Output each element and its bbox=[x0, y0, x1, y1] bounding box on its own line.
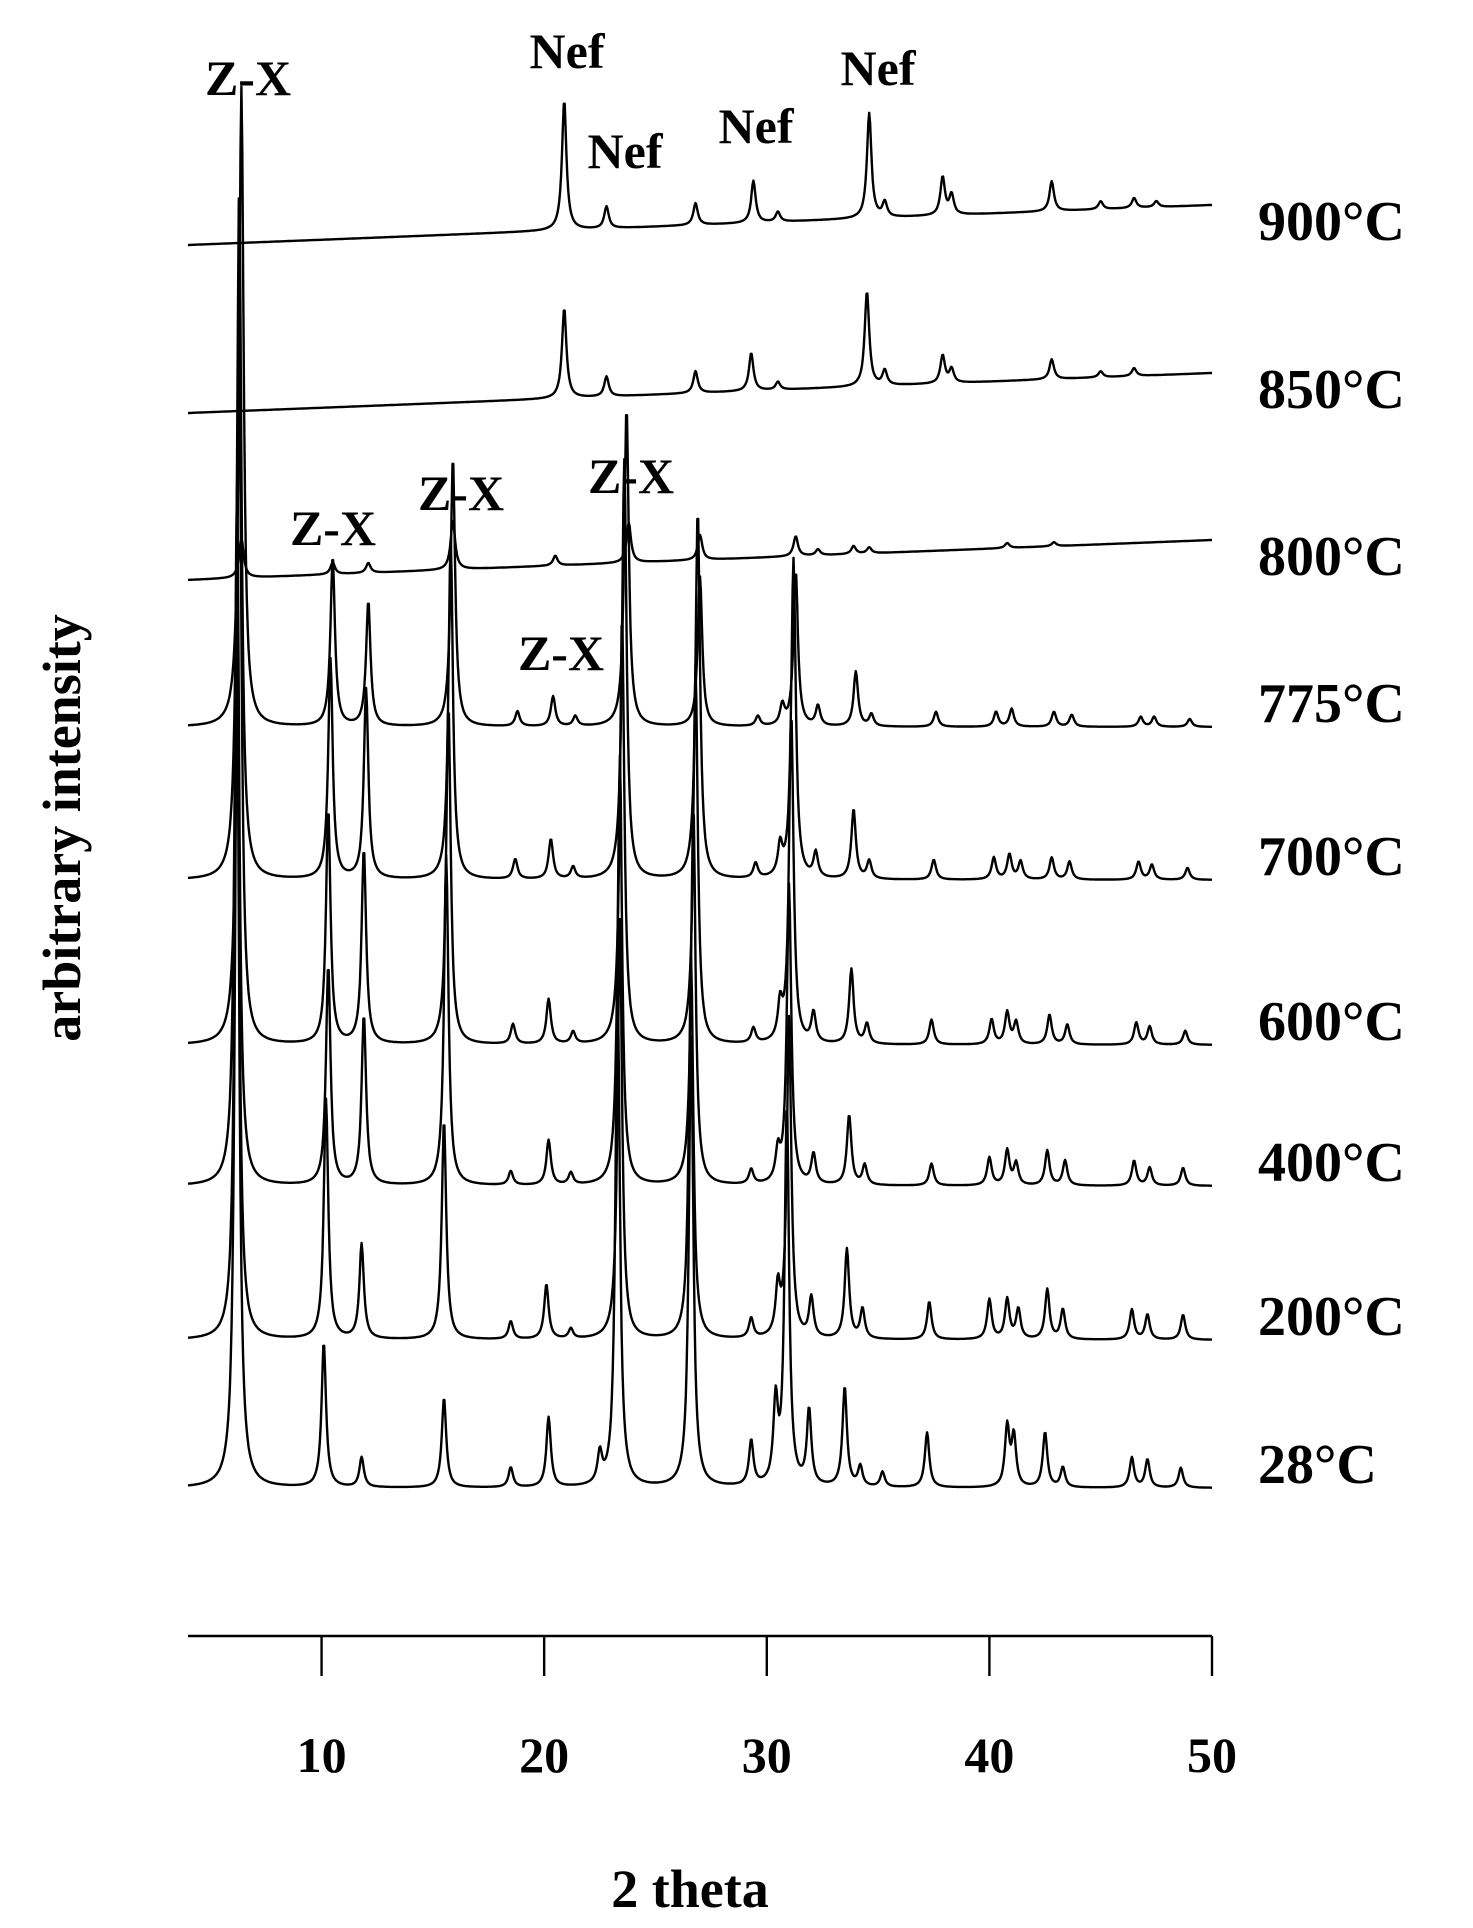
trace-4 bbox=[187, 362, 1213, 1046]
x-tick-label: 30 bbox=[742, 1727, 792, 1783]
peak-label: Z-X bbox=[290, 500, 376, 556]
trace-7 bbox=[187, 519, 1213, 582]
peak-label: Z-X bbox=[588, 448, 674, 504]
x-axis: 10 20 30 40 50 bbox=[188, 1634, 1237, 1783]
peak-label: Z-X bbox=[518, 625, 604, 681]
x-tick-label: 50 bbox=[1187, 1727, 1237, 1783]
series-label: 28°C bbox=[1258, 1434, 1377, 1496]
peak-label: Z-X bbox=[205, 50, 291, 106]
peak-annotations: Z-X Nef Nef Nef Nef Z-X Z-X Z-X Z-X bbox=[205, 23, 917, 681]
trace-1 bbox=[187, 666, 1213, 1489]
series-label: 850°C bbox=[1258, 359, 1405, 421]
peak-label: Nef bbox=[719, 98, 795, 154]
series-label: 600°C bbox=[1258, 991, 1405, 1053]
x-axis-title: 2 theta bbox=[611, 1859, 768, 1919]
trace-5 bbox=[187, 197, 1213, 881]
trace-2 bbox=[187, 638, 1213, 1341]
series-traces bbox=[187, 85, 1213, 1489]
peak-label: Nef bbox=[588, 123, 664, 179]
peak-label: Z-X bbox=[418, 465, 504, 521]
trace-6 bbox=[187, 85, 1213, 728]
series-label: 700°C bbox=[1258, 826, 1405, 888]
series-label: 400°C bbox=[1258, 1132, 1405, 1194]
x-tick-label: 20 bbox=[519, 1727, 569, 1783]
trace-9 bbox=[187, 102, 1213, 247]
series-label: 800°C bbox=[1258, 526, 1405, 588]
trace-8 bbox=[187, 292, 1213, 415]
series-label: 900°C bbox=[1258, 191, 1405, 253]
y-axis-title: arbitrary intensity bbox=[32, 614, 92, 1041]
series-label: 775°C bbox=[1258, 673, 1405, 735]
series-labels: 28°C 200°C 400°C 600°C 700°C 775°C 800°C 850°C 9… bbox=[1258, 191, 1405, 1496]
x-tick-label: 10 bbox=[297, 1727, 347, 1783]
trace-3 bbox=[187, 484, 1213, 1187]
series-label: 200°C bbox=[1258, 1286, 1405, 1348]
peak-label: Nef bbox=[530, 23, 606, 79]
x-tick-label: 40 bbox=[964, 1727, 1014, 1783]
peak-label: Nef bbox=[841, 40, 917, 96]
